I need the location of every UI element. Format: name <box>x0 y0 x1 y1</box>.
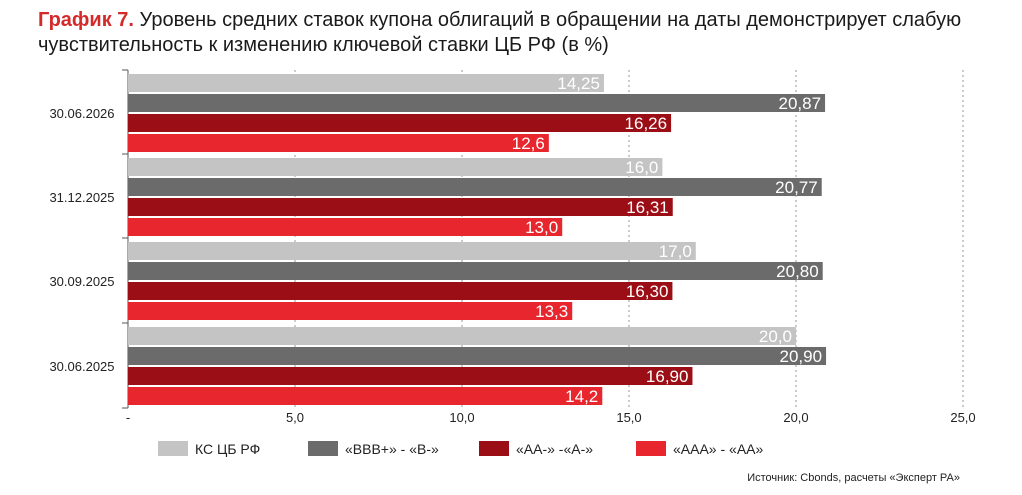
data-label-0-3: 12,6 <box>512 134 545 153</box>
bar-0-3 <box>128 134 549 152</box>
bar-1-1 <box>128 178 822 196</box>
data-label-3-2: 16,90 <box>646 367 689 386</box>
category-label-0: 30.06.2026 <box>49 106 114 121</box>
data-label-0-2: 16,26 <box>625 114 668 133</box>
x-tick-label-4: 20,0 <box>783 410 808 425</box>
chart-title: График 7. Уровень средних ставок купона … <box>38 8 998 58</box>
category-label-3: 30.06.2025 <box>49 359 114 374</box>
x-tick-label-1: 5,0 <box>286 410 304 425</box>
category-label-2: 30.09.2025 <box>49 274 114 289</box>
bar-3-2 <box>128 367 693 385</box>
bar-2-1 <box>128 262 823 280</box>
bar-0-1 <box>128 94 826 112</box>
legend-label-3: «AAA» - «AA» <box>673 441 763 457</box>
x-tick-label-0: - <box>126 410 130 425</box>
legend-label-2: «AA-» -«A-» <box>516 441 593 457</box>
data-label-1-0: 16,0 <box>625 158 658 177</box>
legend-swatch-2 <box>479 441 509 456</box>
legend-swatch-1 <box>308 441 338 456</box>
legend-swatch-3 <box>636 441 666 456</box>
bar-2-3 <box>128 302 573 320</box>
bar-1-2 <box>128 198 673 216</box>
bar-0-2 <box>128 114 672 132</box>
bar-1-3 <box>128 218 563 236</box>
data-label-0-0: 14,25 <box>557 74 600 93</box>
bar-3-0 <box>128 327 796 345</box>
bar-3-1 <box>128 347 827 365</box>
data-label-2-0: 17,0 <box>659 242 692 261</box>
bar-2-0 <box>128 242 696 260</box>
data-label-3-0: 20,0 <box>759 327 792 346</box>
source-note: Источник: Cbonds, расчеты «Эксперт РА» <box>747 472 960 484</box>
bar-1-0 <box>128 158 663 176</box>
bar-3-3 <box>128 387 603 405</box>
x-tick-label-3: 15,0 <box>616 410 641 425</box>
data-label-3-3: 14,2 <box>565 387 598 406</box>
legend-label-1: «BBB+» - «B-» <box>345 441 439 457</box>
legend-label-0: КС ЦБ РФ <box>195 441 260 457</box>
chart-title-lead: График 7. <box>38 9 134 31</box>
data-label-3-1: 20,90 <box>780 347 823 366</box>
data-label-1-1: 20,77 <box>775 178 818 197</box>
x-tick-label-2: 10,0 <box>449 410 474 425</box>
data-label-1-3: 13,0 <box>525 218 558 237</box>
x-tick-label-5: 25,0 <box>950 410 975 425</box>
bar-2-2 <box>128 282 673 300</box>
data-label-2-2: 16,30 <box>626 282 669 301</box>
category-label-1: 31.12.2025 <box>49 190 114 205</box>
data-label-0-1: 20,87 <box>779 94 822 113</box>
bar-0-0 <box>128 74 604 92</box>
data-label-1-2: 16,31 <box>626 198 669 217</box>
data-label-2-1: 20,80 <box>776 262 819 281</box>
data-label-2-3: 13,3 <box>535 302 568 321</box>
legend-swatch-0 <box>158 441 188 456</box>
chart-title-text: Уровень средних ставок купона облигаций … <box>38 9 962 56</box>
